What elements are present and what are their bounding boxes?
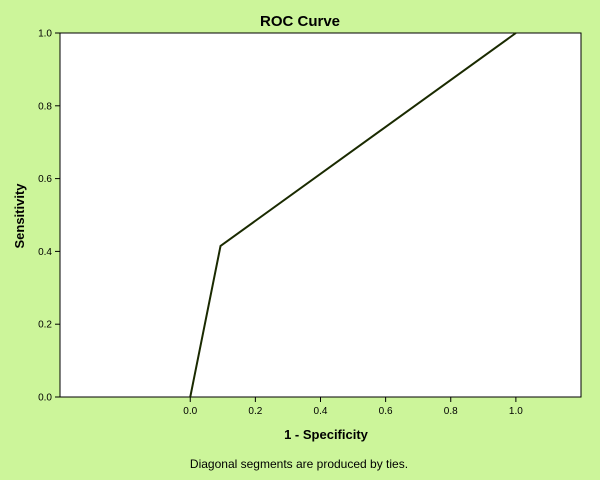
series-group bbox=[189, 32, 517, 398]
x-tick-label: 0.8 bbox=[444, 406, 458, 417]
x-tick-label: 0.6 bbox=[379, 406, 393, 417]
roc-curve-line bbox=[189, 32, 517, 398]
x-tick-label: 0.0 bbox=[183, 406, 197, 417]
y-tick-label: 0.0 bbox=[38, 393, 52, 404]
x-tick-label: 0.2 bbox=[248, 406, 262, 417]
y-tick-label: 0.8 bbox=[38, 101, 52, 112]
y-tick-label: 1.0 bbox=[38, 29, 52, 40]
y-tick-label: 0.2 bbox=[38, 320, 52, 331]
footnote: Diagonal segments are produced by ties. bbox=[190, 457, 408, 471]
y-axis-label: Sensitivity bbox=[12, 183, 27, 249]
plot-area bbox=[59, 32, 582, 398]
x-tick-label: 0.4 bbox=[314, 406, 328, 417]
y-tick-label: 0.6 bbox=[38, 174, 52, 185]
y-axis-ticks: 0.0 0.2 0.4 0.6 0.8 1.0 bbox=[38, 29, 60, 404]
chart-title: ROC Curve bbox=[260, 13, 340, 30]
y-tick-label: 0.4 bbox=[38, 247, 52, 258]
x-tick-label: 1.0 bbox=[509, 406, 523, 417]
x-axis-ticks: 0.0 0.2 0.4 0.6 0.8 1.0 bbox=[183, 397, 523, 417]
x-axis-label: 1 - Specificity bbox=[284, 427, 369, 442]
